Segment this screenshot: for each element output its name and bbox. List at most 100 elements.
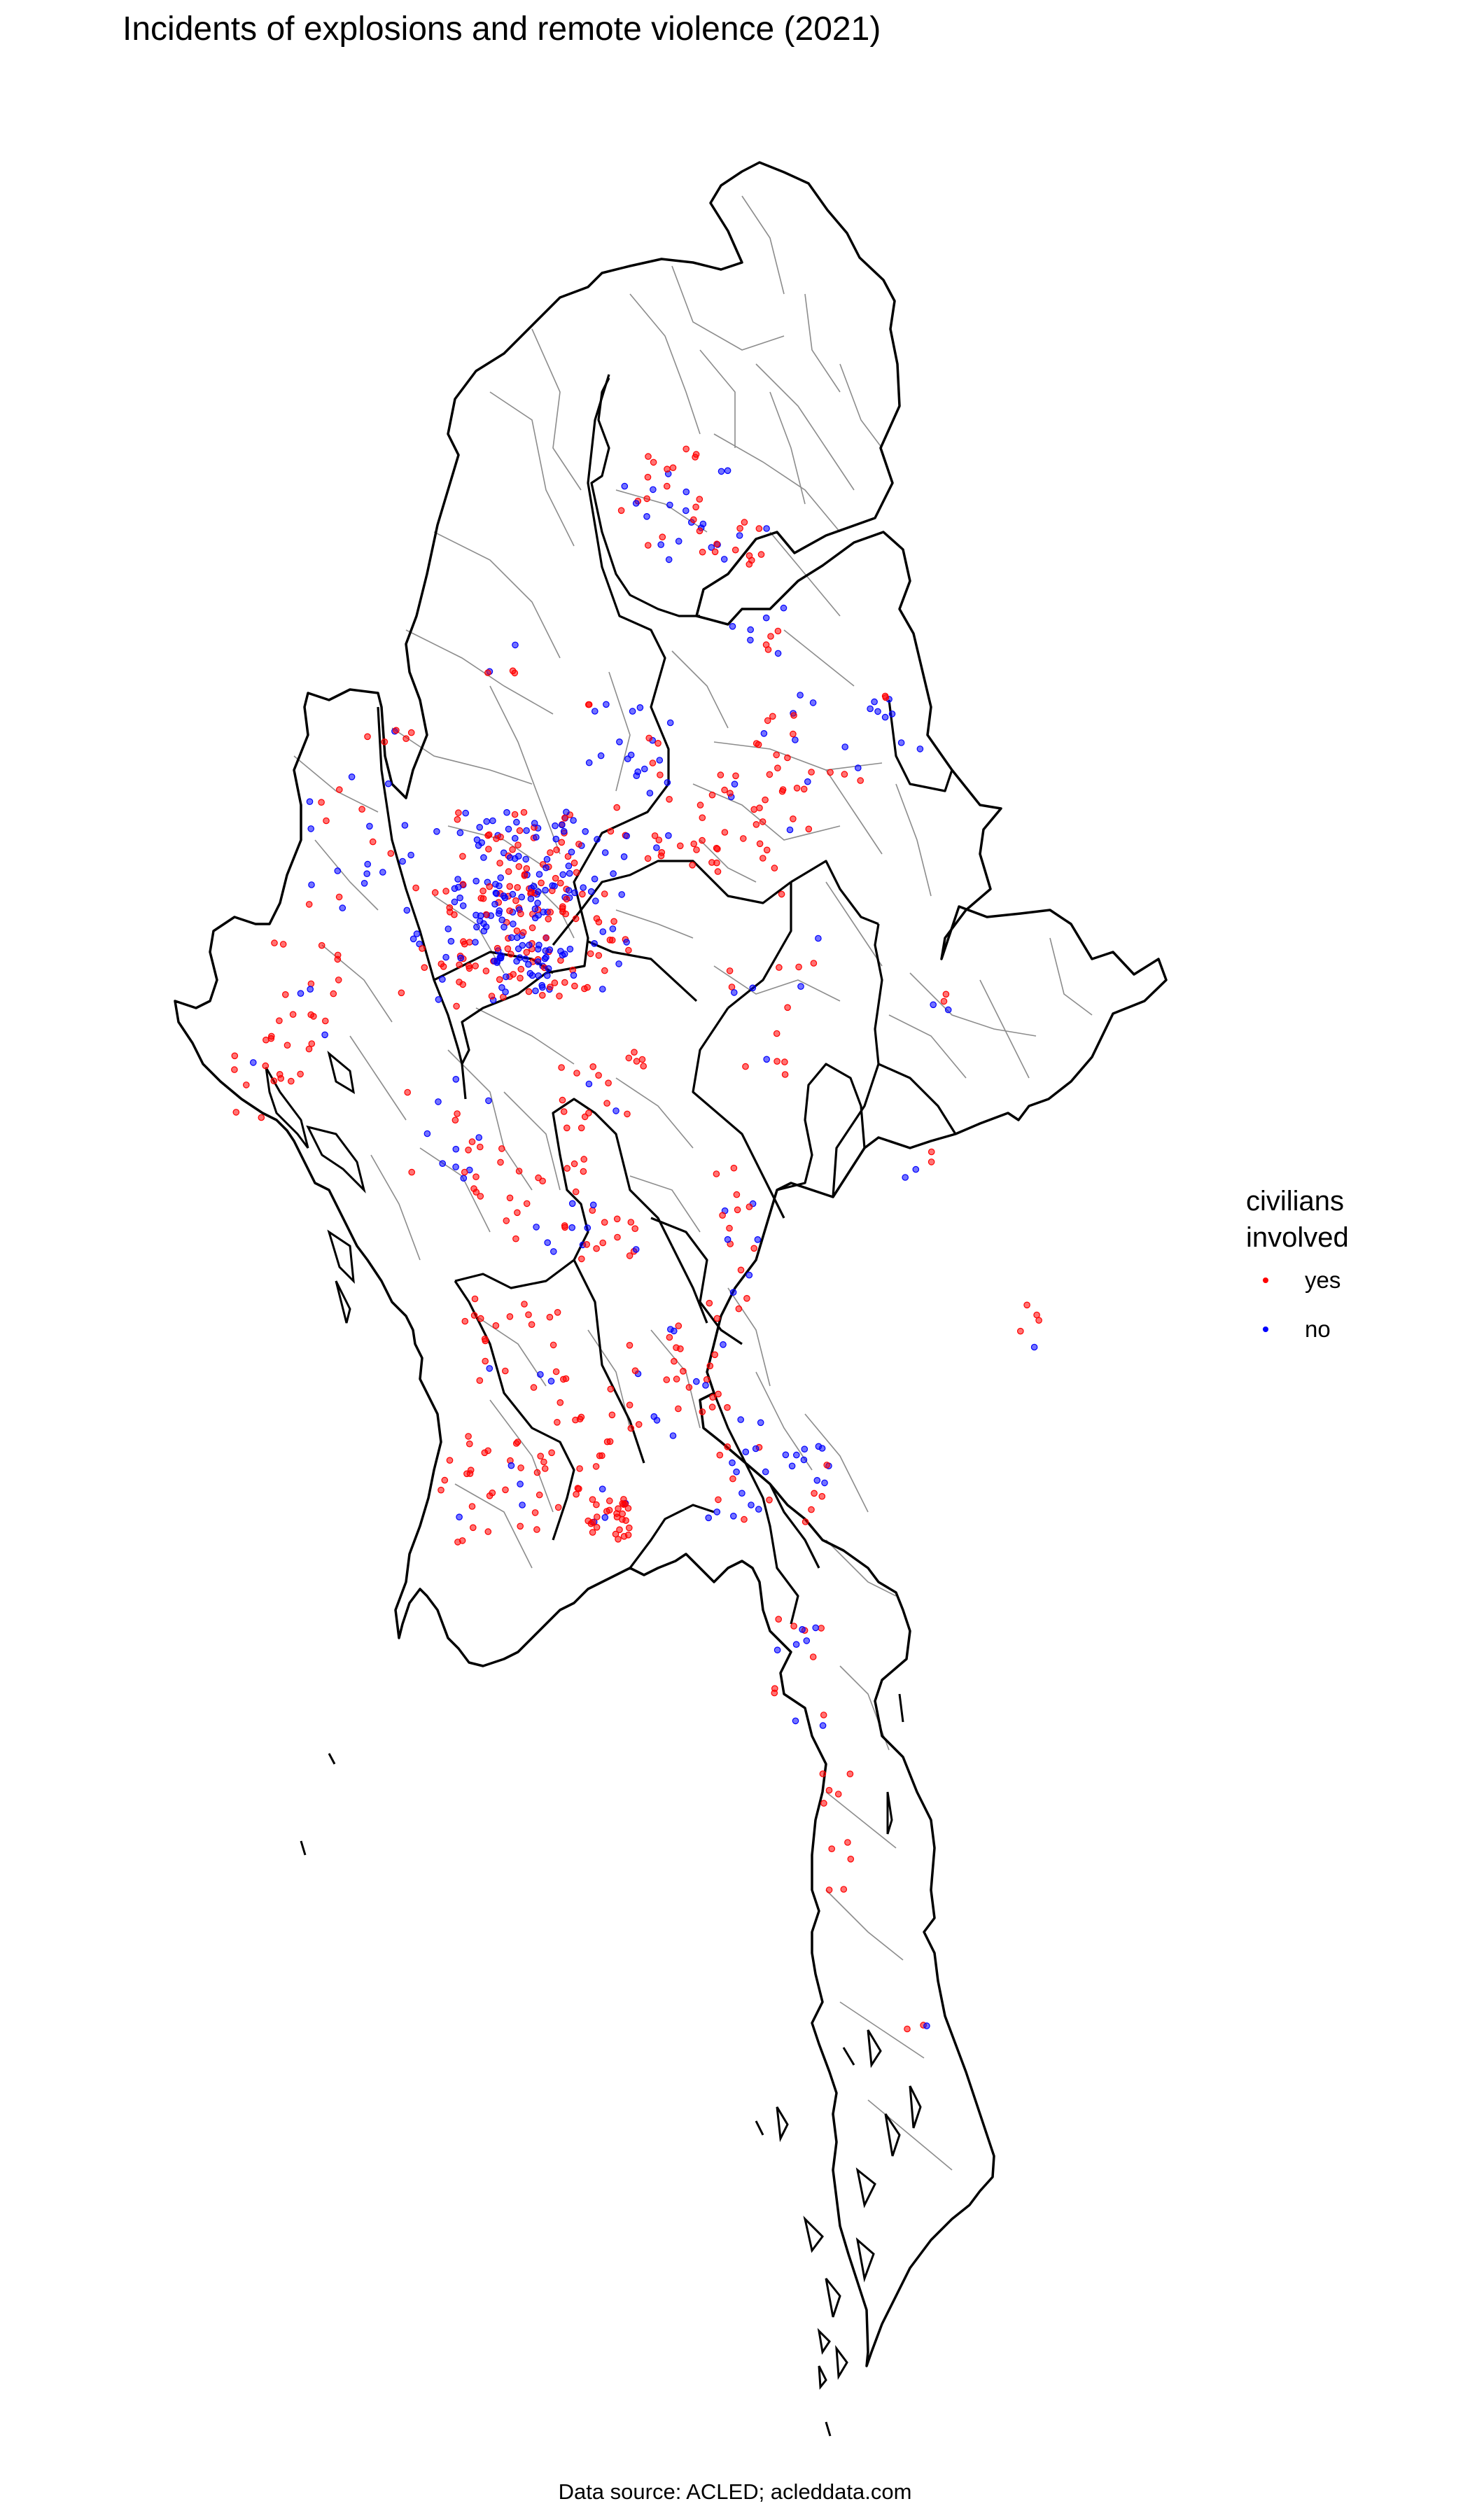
incident-point-yes [514,1438,522,1446]
incident-point-yes [477,1315,484,1322]
incident-point-yes [645,734,652,742]
incident-point-yes [664,465,671,472]
incident-point-no [746,1271,753,1279]
incident-point-yes [554,1309,561,1316]
incident-point-yes [846,1770,854,1777]
incident-point-yes [615,1536,622,1543]
incident-point-no [542,864,550,872]
incident-point-no [720,556,728,563]
incident-point-yes [726,1224,733,1232]
incident-point-no [570,972,578,979]
incident-point-yes [669,464,677,471]
incident-point-no [897,739,905,746]
incident-point-no [731,989,738,996]
incident-point-yes [767,633,774,640]
incident-point-yes [506,907,513,914]
incident-point-no [444,925,452,932]
incident-point-yes [735,1305,743,1312]
subdivision-line [615,1077,694,1149]
incident-point-yes [531,1509,539,1516]
incident-point-yes [517,965,525,973]
incident-point-no [603,701,610,708]
incident-point-yes [805,825,813,833]
incident-point-yes [484,1528,492,1535]
incident-point-yes [576,1465,583,1472]
incident-point-no [533,834,540,841]
incident-point-yes [781,1058,788,1065]
incident-point-yes [440,963,447,970]
incident-point-no [348,774,356,780]
incident-point-yes [760,855,766,862]
incident-point-yes [726,967,734,974]
incident-point-yes [699,548,706,556]
incident-point-yes [808,769,815,776]
incident-point-no [442,953,449,961]
incident-point-no [401,822,409,829]
incident-point-yes [458,1537,466,1544]
incident-point-yes [823,1462,830,1469]
incident-point-yes [940,997,948,1005]
incident-point-yes [262,1036,270,1044]
subdivision-line [349,1035,407,1121]
incident-point-yes [595,952,603,959]
incident-point-yes [554,1419,561,1426]
incident-point-yes [755,525,763,532]
incident-point-yes [330,990,337,997]
incident-point-yes [693,846,700,853]
incident-point-yes [655,836,663,844]
incident-point-yes [599,1239,606,1247]
incident-point-no [527,895,535,902]
incident-point-yes [561,979,568,986]
subdivision-line [608,671,631,792]
incident-point-yes [818,1625,825,1632]
incident-point-no [718,468,725,475]
incident-point-no [451,898,458,906]
incident-point-yes [506,883,513,890]
incident-point-yes [465,1433,472,1440]
incident-point-yes [790,730,797,738]
incident-point-no [632,500,640,507]
incident-point-yes [517,974,524,982]
incident-point-yes [514,884,521,891]
incident-point-yes [533,1469,541,1476]
incident-point-no [459,902,467,909]
incident-point-no [544,1239,551,1246]
incident-point-yes [713,1170,720,1177]
incident-point-yes [1023,1301,1030,1309]
incident-point-yes [685,1384,693,1391]
incident-point-no [424,1130,431,1138]
incident-point-yes [536,1491,543,1499]
incident-point-no [656,757,664,764]
incident-point-yes [774,764,781,771]
incident-point-yes [364,733,371,741]
incident-point-no [793,1451,800,1459]
incident-point-yes [716,1451,724,1459]
incident-point-no [485,1097,492,1105]
incident-point-yes [927,1148,935,1156]
incident-point-yes [482,967,490,974]
incident-point-no [616,738,623,746]
incident-point-yes [857,777,864,784]
incident-point-yes [407,729,415,736]
incident-point-no [623,939,630,946]
incident-point-no [535,888,542,895]
incident-point-no [702,1382,709,1389]
incident-point-yes [547,849,554,856]
incident-point-yes [732,772,739,780]
incident-point-yes [746,1203,753,1210]
incident-point-no [505,825,512,833]
incident-point-yes [358,806,365,813]
incident-point-no [249,1059,257,1066]
incident-point-yes [658,849,666,856]
incident-point-yes [750,1245,757,1252]
incident-point-yes [663,482,671,490]
incident-point-yes [554,1504,562,1511]
incident-point-no [757,1419,764,1427]
township-boundaries [293,195,1093,2171]
incident-point-no [531,820,538,827]
incident-point-yes [613,1215,621,1223]
incident-point-no [403,906,411,914]
incident-point-yes [579,890,586,898]
incident-point-yes [645,453,652,460]
incident-point-no [475,1134,482,1141]
